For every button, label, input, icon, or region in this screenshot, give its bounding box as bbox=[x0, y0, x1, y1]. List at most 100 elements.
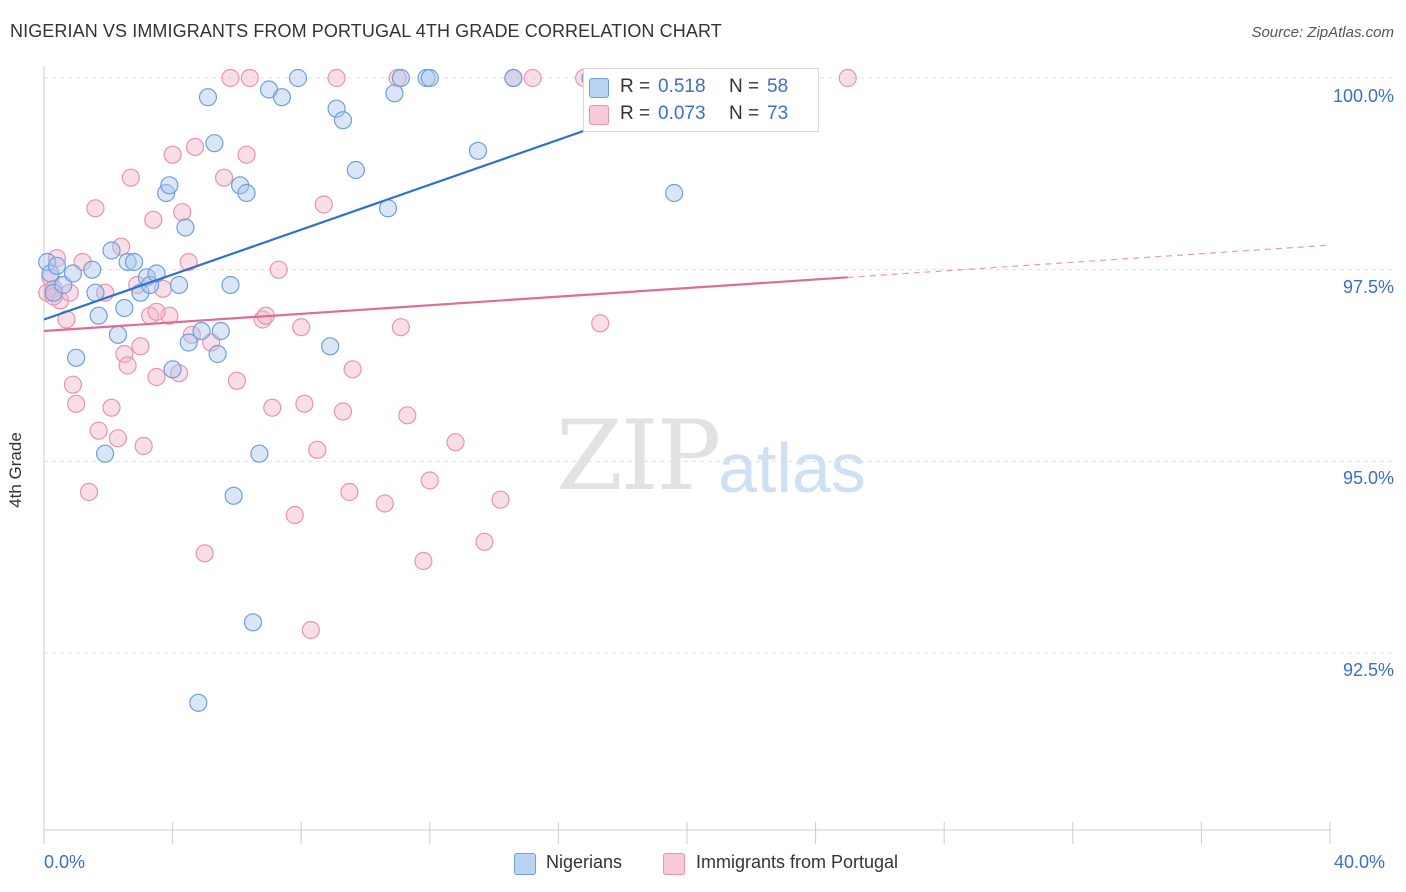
data-point bbox=[163, 360, 182, 379]
data-point bbox=[446, 433, 465, 452]
trend-line-portugal bbox=[43, 276, 848, 333]
n-value: 58 bbox=[767, 76, 789, 97]
data-point bbox=[102, 241, 121, 260]
data-point bbox=[221, 275, 240, 295]
data-point bbox=[211, 321, 230, 341]
data-point bbox=[112, 237, 131, 256]
watermark-zip: ZIP bbox=[556, 400, 721, 512]
grid-lines bbox=[44, 77, 1395, 654]
data-point bbox=[67, 394, 86, 413]
pink-swatch bbox=[589, 105, 609, 125]
data-point bbox=[391, 68, 410, 88]
r-label: R = bbox=[620, 76, 651, 97]
blue-swatch bbox=[589, 78, 609, 98]
legend-label: Nigerians bbox=[546, 852, 623, 872]
data-point bbox=[414, 551, 433, 571]
data-point bbox=[195, 544, 214, 563]
data-point bbox=[385, 84, 404, 103]
data-point bbox=[205, 134, 224, 153]
y-tick-label: 100.0% bbox=[1332, 86, 1394, 106]
data-point bbox=[321, 337, 340, 356]
x-tick-label: 0.0% bbox=[44, 852, 86, 872]
data-point bbox=[208, 344, 227, 364]
data-point bbox=[269, 260, 288, 279]
blue-swatch bbox=[514, 853, 536, 875]
data-point bbox=[67, 348, 86, 367]
data-point bbox=[192, 321, 211, 341]
data-point bbox=[263, 398, 282, 417]
data-point bbox=[398, 406, 417, 425]
y-tick-label: 92.5% bbox=[1342, 660, 1394, 680]
data-point bbox=[102, 398, 121, 417]
chart-title: NIGERIAN VS IMMIGRANTS FROM PORTUGAL 4TH… bbox=[10, 21, 722, 41]
data-point bbox=[124, 252, 144, 272]
chart-source: Source: ZipAtlas.com bbox=[1251, 24, 1394, 41]
data-point bbox=[285, 505, 304, 525]
n-value: 73 bbox=[767, 103, 789, 124]
data-point bbox=[115, 344, 134, 364]
data-point bbox=[227, 371, 246, 390]
data-point bbox=[468, 141, 488, 160]
data-point bbox=[179, 252, 198, 272]
data-point bbox=[173, 203, 192, 222]
data-point bbox=[237, 183, 256, 203]
data-point bbox=[420, 68, 439, 88]
watermark-atlas: atlas bbox=[718, 429, 866, 507]
data-point bbox=[108, 429, 128, 448]
y-tick-label: 97.5% bbox=[1342, 277, 1394, 297]
data-point bbox=[47, 249, 66, 268]
data-point bbox=[224, 486, 243, 505]
y-tick-label: 95.0% bbox=[1342, 468, 1394, 488]
data-point bbox=[147, 302, 166, 321]
data-point bbox=[144, 210, 163, 229]
axes bbox=[43, 66, 1331, 844]
data-point bbox=[134, 436, 153, 456]
series-immigrants-from-portugal bbox=[38, 68, 857, 640]
data-point bbox=[160, 176, 179, 195]
data-point bbox=[38, 252, 57, 272]
data-point bbox=[163, 145, 182, 164]
data-point bbox=[491, 490, 510, 509]
data-point bbox=[308, 440, 327, 459]
data-point bbox=[665, 183, 684, 203]
stats-legend: R = 0.518 N = 58 R = 0.073 N = 73 bbox=[583, 68, 819, 132]
data-point bbox=[86, 199, 105, 218]
data-point bbox=[198, 88, 218, 107]
trend-line-portugal-extension bbox=[847, 244, 1331, 278]
data-point bbox=[214, 168, 234, 187]
data-point bbox=[288, 68, 308, 88]
data-point bbox=[115, 298, 134, 318]
data-point bbox=[47, 256, 66, 275]
data-point bbox=[121, 168, 140, 187]
data-point bbox=[147, 367, 166, 387]
data-point bbox=[240, 68, 259, 88]
data-point bbox=[89, 306, 108, 325]
data-point bbox=[340, 482, 359, 502]
r-label: R = bbox=[620, 103, 651, 124]
y-axis-label: 4th Grade bbox=[6, 432, 25, 508]
pink-swatch bbox=[663, 853, 685, 875]
data-point bbox=[250, 444, 269, 463]
data-point bbox=[95, 444, 115, 463]
n-label: N = bbox=[729, 103, 760, 124]
data-point bbox=[176, 218, 195, 237]
data-point bbox=[504, 68, 523, 88]
data-point bbox=[333, 111, 353, 130]
data-point bbox=[179, 333, 198, 352]
data-point bbox=[63, 264, 83, 283]
data-point bbox=[237, 145, 256, 164]
data-point bbox=[838, 68, 857, 88]
data-point bbox=[243, 613, 263, 632]
data-point bbox=[189, 693, 208, 712]
data-point bbox=[118, 356, 137, 375]
data-point bbox=[301, 620, 320, 640]
data-point bbox=[475, 532, 494, 551]
data-point bbox=[327, 99, 346, 118]
data-point bbox=[63, 375, 83, 394]
data-point bbox=[169, 275, 189, 295]
data-point bbox=[346, 160, 365, 180]
data-point bbox=[314, 195, 333, 214]
data-point bbox=[295, 394, 314, 413]
data-point bbox=[420, 471, 439, 490]
